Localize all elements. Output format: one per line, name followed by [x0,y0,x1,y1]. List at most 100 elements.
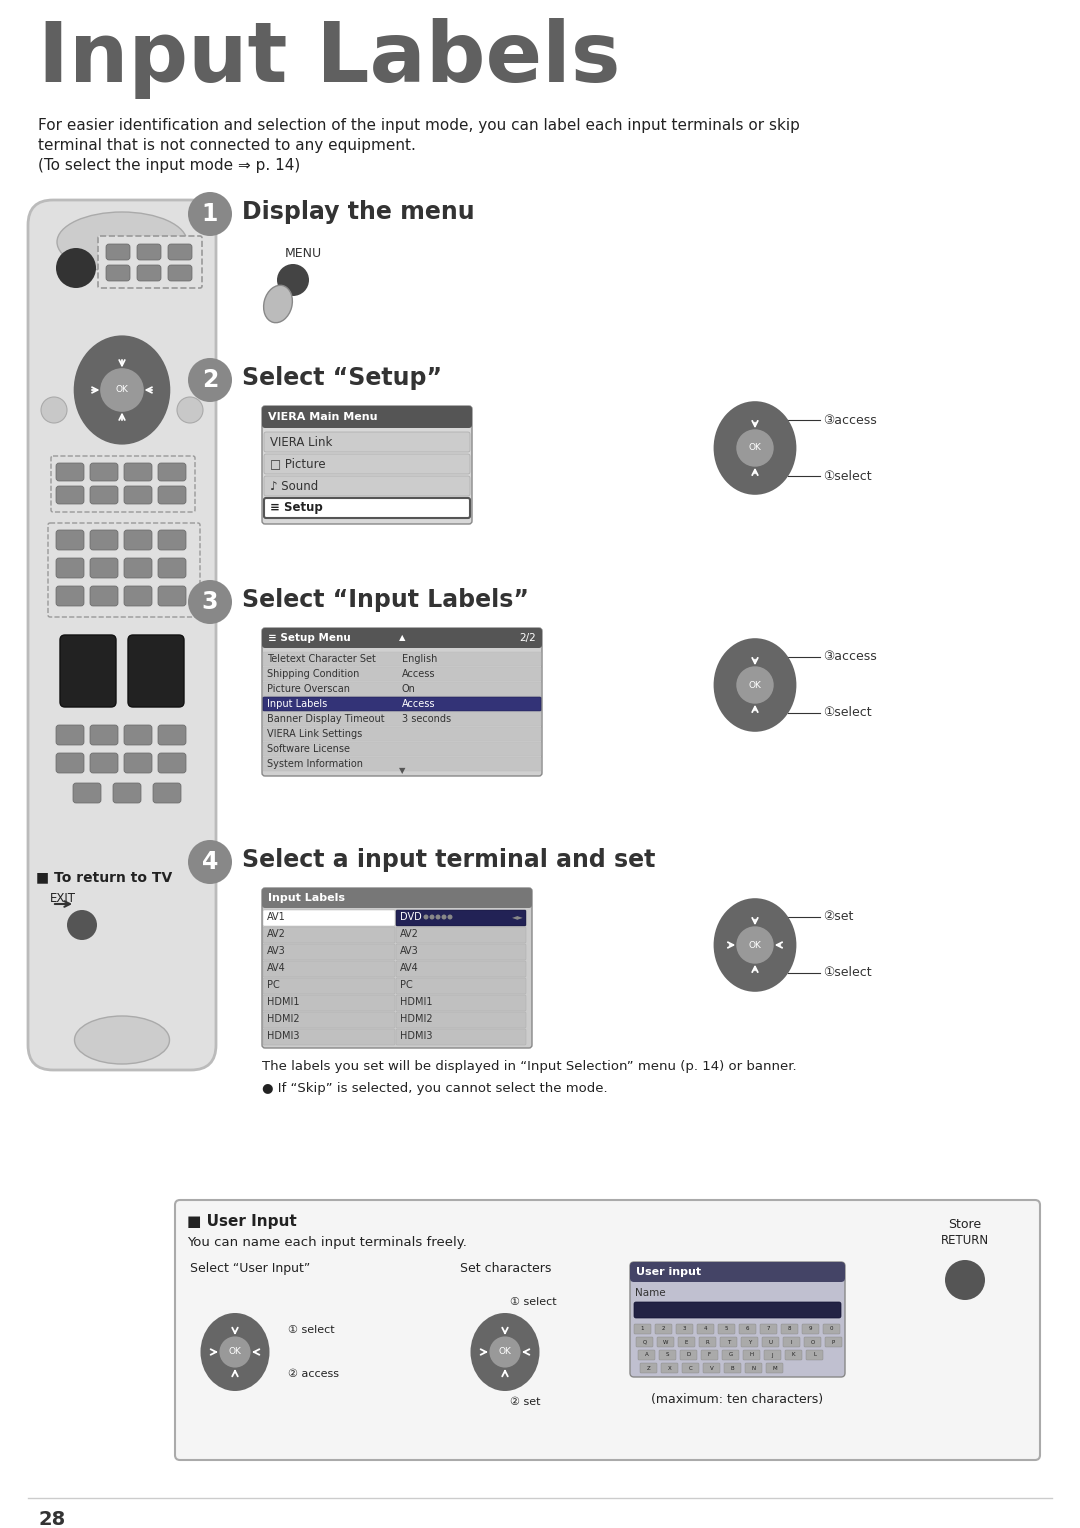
Text: Set characters: Set characters [460,1262,552,1274]
Text: AV2: AV2 [400,929,419,940]
FancyBboxPatch shape [124,753,152,773]
FancyBboxPatch shape [396,911,526,926]
Text: Select “Input Labels”: Select “Input Labels” [242,588,529,613]
FancyBboxPatch shape [264,454,470,474]
Text: S: S [665,1352,670,1357]
FancyBboxPatch shape [766,1363,783,1374]
Text: Select “Setup”: Select “Setup” [242,367,442,390]
FancyBboxPatch shape [264,911,395,926]
Circle shape [219,1337,251,1368]
Text: MENU: MENU [285,248,322,260]
Ellipse shape [73,336,171,445]
FancyBboxPatch shape [264,743,541,756]
FancyBboxPatch shape [56,587,84,607]
Text: ■ To return to TV: ■ To return to TV [36,869,172,885]
FancyBboxPatch shape [764,1351,781,1360]
FancyBboxPatch shape [396,995,526,1012]
Text: G: G [728,1352,732,1357]
Text: ② access: ② access [288,1369,339,1378]
FancyBboxPatch shape [98,235,202,287]
Text: L: L [813,1352,816,1357]
Text: OK: OK [748,680,761,689]
FancyBboxPatch shape [264,652,541,666]
Circle shape [737,429,773,466]
Text: AV4: AV4 [267,963,286,973]
FancyBboxPatch shape [262,888,532,1048]
FancyBboxPatch shape [396,1028,526,1045]
Circle shape [430,914,434,920]
Ellipse shape [75,1016,170,1063]
FancyBboxPatch shape [153,782,181,804]
Ellipse shape [471,1313,540,1390]
Text: □ Picture: □ Picture [270,457,326,471]
Text: ≡ Setup: ≡ Setup [270,501,323,515]
FancyBboxPatch shape [659,1351,676,1360]
FancyBboxPatch shape [60,636,116,707]
Text: DVD: DVD [400,912,422,921]
FancyBboxPatch shape [106,264,130,281]
Text: 2: 2 [202,368,218,393]
Text: A: A [645,1352,648,1357]
Text: 5: 5 [725,1326,728,1331]
Text: PC: PC [267,979,280,990]
FancyBboxPatch shape [262,628,542,776]
Text: Teletext Character Set: Teletext Character Set [267,654,376,665]
FancyBboxPatch shape [396,944,526,960]
Circle shape [737,926,773,964]
FancyBboxPatch shape [825,1337,842,1348]
FancyBboxPatch shape [90,724,118,746]
Text: W: W [663,1340,669,1345]
Ellipse shape [714,402,796,495]
Text: I: I [791,1340,793,1345]
Text: RETURN: RETURN [941,1235,989,1247]
FancyBboxPatch shape [124,558,152,578]
Text: AV2: AV2 [267,929,286,940]
Text: Banner Display Timeout: Banner Display Timeout [267,714,384,724]
Text: 7: 7 [767,1326,770,1331]
Circle shape [737,666,773,704]
Text: T: T [727,1340,730,1345]
FancyBboxPatch shape [106,244,130,260]
FancyBboxPatch shape [676,1323,693,1334]
Text: 1: 1 [640,1326,645,1331]
FancyBboxPatch shape [264,477,470,497]
FancyBboxPatch shape [781,1323,798,1334]
Text: OK: OK [499,1348,512,1357]
Text: ③access: ③access [823,651,877,663]
Text: Input Labels: Input Labels [267,698,327,709]
FancyBboxPatch shape [760,1323,777,1334]
Text: N: N [752,1366,756,1371]
FancyBboxPatch shape [137,264,161,281]
FancyBboxPatch shape [56,724,84,746]
Text: 3 seconds: 3 seconds [402,714,451,724]
Text: Input Labels: Input Labels [268,892,345,903]
FancyBboxPatch shape [697,1323,714,1334]
Ellipse shape [264,286,293,322]
FancyBboxPatch shape [124,530,152,550]
FancyBboxPatch shape [158,587,186,607]
Circle shape [423,914,429,920]
Text: English: English [402,654,437,665]
Text: OK: OK [748,941,761,949]
FancyBboxPatch shape [741,1337,758,1348]
Circle shape [67,911,97,940]
FancyBboxPatch shape [264,498,470,518]
Text: HDMI1: HDMI1 [267,996,299,1007]
Text: (maximum: ten characters): (maximum: ten characters) [651,1394,824,1406]
Text: ①select: ①select [823,967,872,979]
Circle shape [447,914,453,920]
Text: 4: 4 [704,1326,707,1331]
FancyBboxPatch shape [701,1351,718,1360]
Text: AV4: AV4 [400,963,419,973]
FancyBboxPatch shape [158,463,186,481]
Circle shape [41,397,67,423]
FancyBboxPatch shape [630,1262,845,1282]
FancyBboxPatch shape [762,1337,779,1348]
Text: User input: User input [636,1267,701,1277]
FancyBboxPatch shape [124,486,152,504]
FancyBboxPatch shape [804,1337,821,1348]
FancyBboxPatch shape [90,558,118,578]
FancyBboxPatch shape [56,463,84,481]
Text: 3: 3 [202,590,218,614]
Text: AV3: AV3 [400,946,419,957]
